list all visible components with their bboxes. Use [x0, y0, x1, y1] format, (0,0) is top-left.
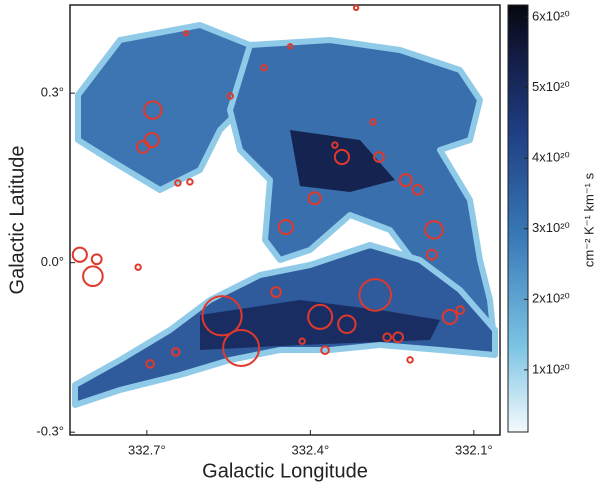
- source-circle: [358, 278, 393, 312]
- source-circle: [270, 286, 282, 298]
- source-circle: [222, 328, 261, 367]
- colorbar-tick-label: 3x10²⁰: [532, 220, 570, 235]
- colorbar-tick-label: 1x10²⁰: [532, 361, 570, 376]
- source-circle: [143, 100, 163, 120]
- x-tick-label: 332.4°: [291, 442, 329, 457]
- source-circle: [71, 246, 88, 263]
- source-circle: [411, 183, 424, 196]
- colorbar-tick-label: 5x10²⁰: [532, 79, 570, 94]
- source-circle: [90, 253, 103, 266]
- colorbar-label: cm⁻² K⁻¹ km⁻¹ s: [581, 172, 596, 267]
- colorbar-tick-label: 2x10²⁰: [532, 291, 570, 306]
- source-circle: [424, 220, 444, 240]
- source-circle: [307, 191, 322, 206]
- y-tick-label: 0.0°: [41, 254, 64, 269]
- x-axis-label: Galactic Longitude: [202, 460, 368, 482]
- x-tick-label: 332.1°: [455, 442, 493, 457]
- source-circle: [201, 295, 243, 337]
- source-circle: [145, 358, 155, 369]
- y-tick-label: -0.3°: [36, 424, 64, 439]
- source-circle: [382, 332, 393, 343]
- source-circle: [425, 248, 438, 261]
- source-circle: [298, 337, 306, 345]
- source-circle: [307, 303, 334, 330]
- y-tick-label: 0.3°: [41, 85, 64, 100]
- map: [72, 22, 498, 408]
- source-circle: [406, 356, 414, 364]
- source-circle: [277, 218, 294, 236]
- source-circle: [82, 265, 104, 288]
- source-circle: [286, 43, 294, 50]
- colorbar-tick-label: 6x10²⁰: [532, 8, 570, 23]
- source-circle: [369, 118, 377, 126]
- colorbar: [507, 4, 529, 433]
- source-circle: [373, 151, 385, 163]
- source-circle: [186, 178, 194, 186]
- source-circle: [226, 92, 234, 100]
- colorbar-tick-label: 4x10²⁰: [532, 150, 570, 165]
- source-circle: [331, 141, 339, 149]
- source-circle: [441, 308, 458, 325]
- source-circle: [170, 347, 181, 357]
- plot-frame: [69, 4, 501, 436]
- y-axis-label: Galactic Latitude: [6, 146, 28, 295]
- source-circle: [333, 148, 351, 166]
- source-circle: [320, 345, 330, 356]
- source-circle: [392, 331, 404, 344]
- source-circle: [352, 4, 360, 12]
- source-circle: [182, 30, 190, 37]
- source-circle: [134, 263, 142, 271]
- x-tick-label: 332.7°: [128, 442, 166, 457]
- source-circle: [337, 314, 357, 334]
- source-circle: [174, 179, 182, 187]
- source-circle: [455, 305, 466, 315]
- source-circle: [260, 63, 268, 72]
- source-circle: [398, 173, 413, 188]
- source-circle: [136, 139, 151, 154]
